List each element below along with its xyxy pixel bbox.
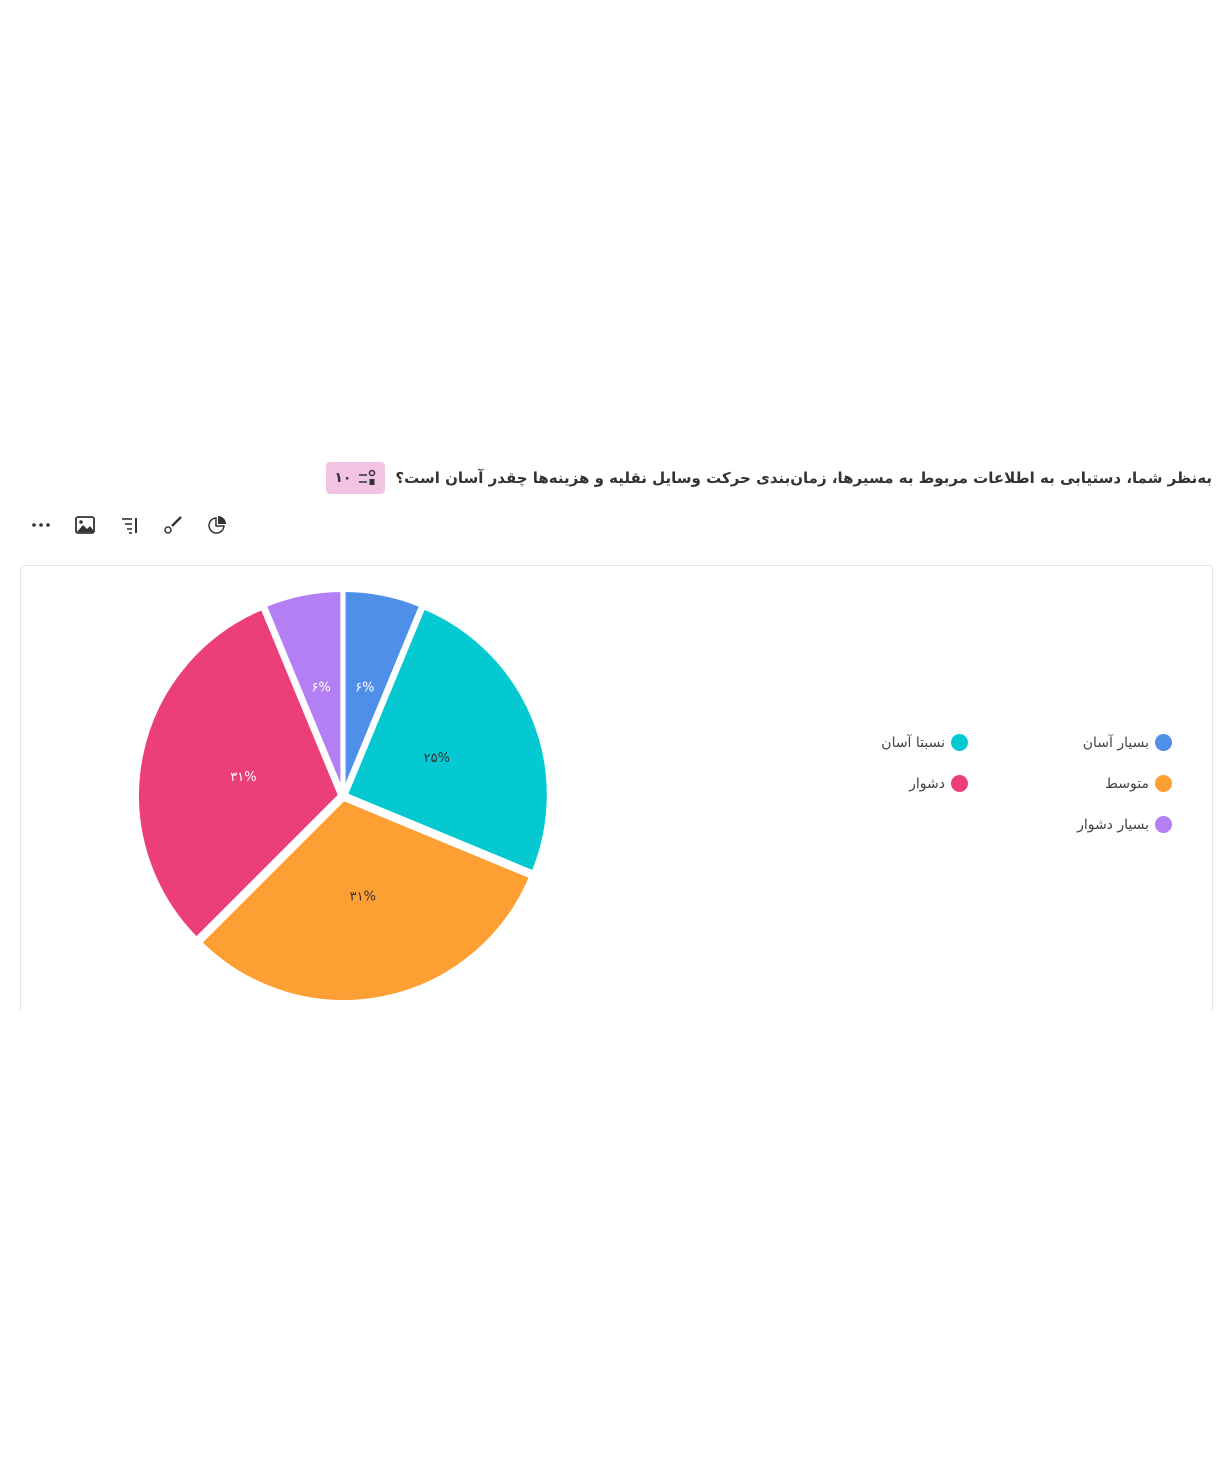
legend-label: نسبتا آسان	[881, 734, 945, 751]
pie-slice[interactable]	[197, 796, 534, 1004]
legend-dot	[1155, 816, 1172, 833]
pie-chart: ۶% ۲۵% ۳۱% ۳۱% ۶%	[135, 588, 551, 1004]
legend-label: بسیار دشوار	[1077, 816, 1149, 833]
question-number: ۱۰	[334, 470, 352, 486]
sort-button[interactable]	[118, 514, 140, 536]
question-header: ۱۰ به‌نظر شما، دستیابی به اطلاعات مربوط …	[326, 462, 1212, 494]
legend-dot	[951, 734, 968, 751]
pie-slice[interactable]	[343, 604, 551, 876]
image-button[interactable]	[74, 514, 96, 536]
slice-label: ۶%	[312, 680, 331, 695]
legend-item[interactable]: بسیار آسان	[1083, 734, 1172, 751]
pie-slice[interactable]	[262, 588, 345, 794]
chart-card: ۶% ۲۵% ۳۱% ۳۱% ۶% بسیار آسان نسبتا آسان متوسط د…	[20, 565, 1213, 1011]
question-number-badge: ۱۰	[326, 462, 386, 494]
slice-label: ۳۱%	[230, 770, 256, 785]
legend-dot	[1155, 734, 1172, 751]
pie-slice[interactable]	[135, 605, 343, 942]
legend-label: بسیار آسان	[1082, 734, 1149, 751]
pie-chart-icon	[208, 516, 226, 534]
slice-label: ۳۱%	[350, 890, 376, 905]
ranking-icon	[359, 469, 376, 485]
sort-icon	[122, 518, 137, 534]
chart-toolbar	[30, 514, 228, 536]
image-icon	[75, 516, 95, 534]
legend-label: متوسط	[1105, 775, 1149, 792]
legend: بسیار آسان نسبتا آسان متوسط دشوار بسیار دشوا…	[612, 566, 1212, 1011]
legend-dot	[951, 775, 968, 792]
legend-item[interactable]: بسیار دشوار	[1077, 816, 1172, 833]
slice-label: ۶%	[355, 680, 374, 695]
legend-item[interactable]: دشوار	[909, 775, 968, 792]
style-button[interactable]	[162, 514, 184, 536]
legend-dot	[1155, 775, 1172, 792]
question-title: به‌نظر شما، دستیابی به اطلاعات مربوط به …	[395, 469, 1212, 487]
legend-item[interactable]: نسبتا آسان	[881, 734, 968, 751]
legend-label: دشوار	[909, 775, 945, 792]
slice-label: ۲۵%	[424, 751, 450, 766]
brush-icon	[164, 516, 182, 534]
chart-type-button[interactable]	[206, 514, 228, 536]
more-icon	[32, 523, 50, 527]
legend-item[interactable]: متوسط	[1105, 775, 1172, 792]
more-button[interactable]	[30, 514, 52, 536]
